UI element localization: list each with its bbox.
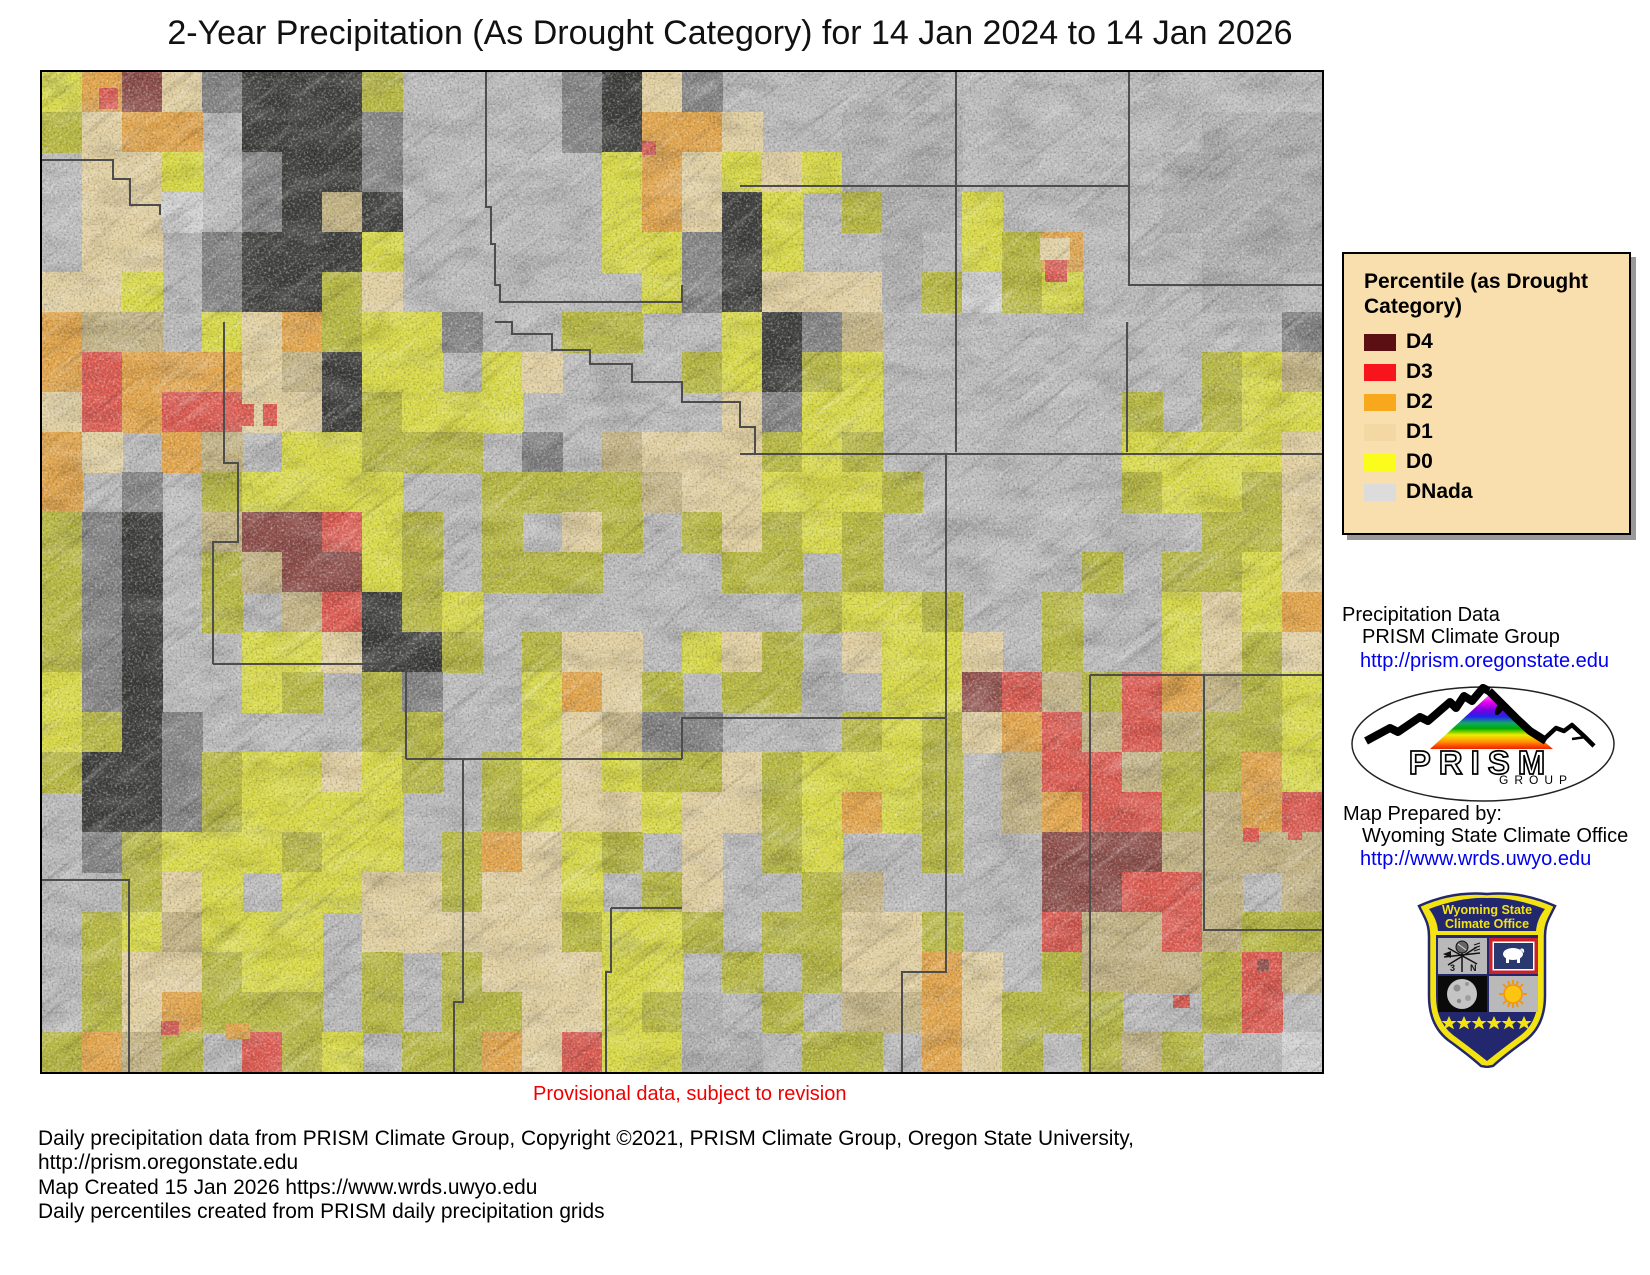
svg-text:N: N (1470, 963, 1477, 973)
svg-text:Climate Office: Climate Office (1445, 917, 1529, 931)
svg-text:GROUP: GROUP (1499, 773, 1573, 787)
svg-text:3: 3 (1450, 963, 1455, 973)
svg-text:Wyoming State: Wyoming State (1442, 903, 1532, 917)
svg-text:PRISM: PRISM (1409, 744, 1554, 781)
